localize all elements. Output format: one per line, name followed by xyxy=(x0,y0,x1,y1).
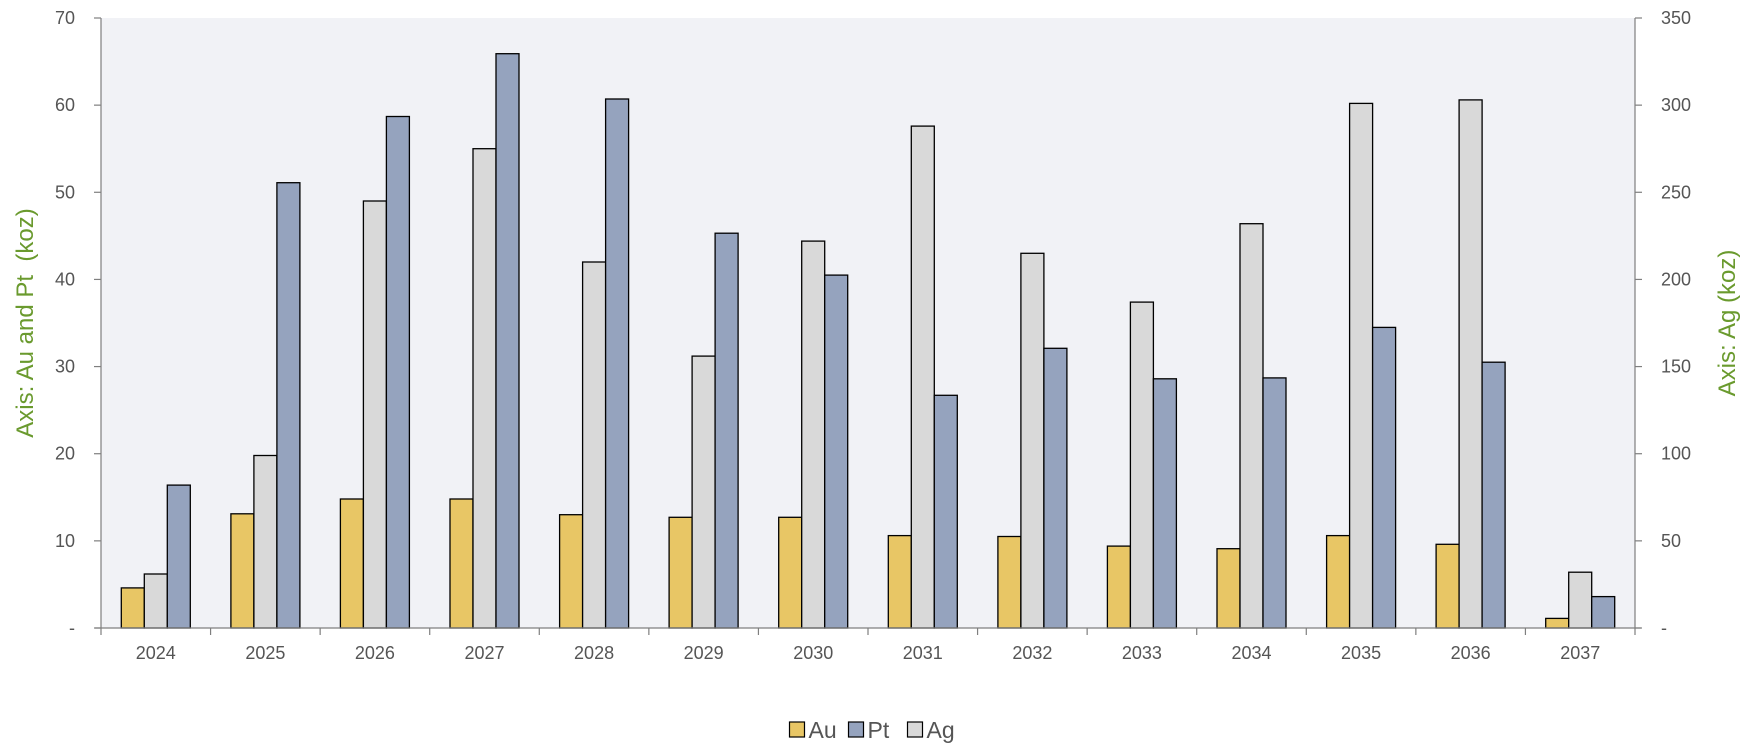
x-tick-label: 2034 xyxy=(1231,643,1271,663)
bar-au-2036 xyxy=(1435,543,1460,629)
left-tick-label: 60 xyxy=(55,95,75,115)
bar-ag-2036 xyxy=(1458,99,1483,629)
x-tick-label: 2025 xyxy=(245,643,285,663)
bar-au-2029 xyxy=(668,516,693,629)
legend-swatch-au xyxy=(788,721,806,738)
bars-layer xyxy=(120,53,1616,629)
bar-ag-2025 xyxy=(253,454,278,629)
bar-ag-2031 xyxy=(910,125,935,629)
bar-ag-2028 xyxy=(581,261,607,629)
x-tick-label: 2027 xyxy=(464,643,504,663)
x-tick-label: 2028 xyxy=(574,643,614,663)
bar-au-2028 xyxy=(558,514,584,629)
bar-pt-2028 xyxy=(604,98,630,629)
bar-pt-2036 xyxy=(1481,361,1506,629)
plot-area xyxy=(101,18,1635,628)
left-tick-label: 50 xyxy=(55,182,75,202)
bar-ag-2033 xyxy=(1129,301,1155,629)
bar-pt-2034 xyxy=(1262,377,1287,629)
x-tick-label: 2030 xyxy=(793,643,833,663)
bar-au-2034 xyxy=(1216,548,1241,629)
left-tick-label: 40 xyxy=(55,269,75,289)
x-tick-label: 2033 xyxy=(1122,643,1162,663)
bar-ag-2037 xyxy=(1568,571,1593,629)
left-tick-label: - xyxy=(69,618,75,638)
bar-au-2035 xyxy=(1325,534,1351,629)
left-axis-title: Axis: Au and Pt (koz) xyxy=(12,208,39,437)
left-tick-label: 30 xyxy=(55,357,75,377)
bar-au-2030 xyxy=(778,516,803,629)
bar-pt-2037 xyxy=(1591,595,1616,629)
bar-pt-2029 xyxy=(714,232,739,629)
bar-pt-2025 xyxy=(276,182,301,629)
legend-label-pt: Pt xyxy=(868,717,890,743)
x-tick-label: 2029 xyxy=(684,643,724,663)
right-tick-label: 100 xyxy=(1661,444,1691,464)
left-tick-label: 70 xyxy=(55,8,75,28)
bar-pt-2030 xyxy=(824,274,849,629)
legend: Au Pt Ag xyxy=(788,717,955,743)
left-tick-label: 10 xyxy=(55,531,75,551)
bar-ag-2029 xyxy=(691,355,716,629)
bar-ag-2026 xyxy=(362,200,388,629)
bar-pt-2026 xyxy=(385,115,411,629)
x-tick-label: 2026 xyxy=(355,643,395,663)
bar-au-2027 xyxy=(449,498,474,629)
x-tick-label: 2037 xyxy=(1560,643,1600,663)
bar-au-2024 xyxy=(120,587,145,629)
bar-ag-2030 xyxy=(801,240,826,629)
bar-pt-2033 xyxy=(1152,378,1178,629)
bar-ag-2034 xyxy=(1239,223,1264,629)
bar-ag-2024 xyxy=(143,573,168,629)
bar-au-2033 xyxy=(1106,545,1132,629)
bar-au-2032 xyxy=(997,535,1022,629)
bar-au-2026 xyxy=(339,498,365,629)
x-tick-label: 2035 xyxy=(1341,643,1381,663)
bar-ag-2035 xyxy=(1348,102,1374,629)
bar-au-2031 xyxy=(887,534,912,629)
right-tick-label: 300 xyxy=(1661,95,1691,115)
right-tick-label: 350 xyxy=(1661,8,1691,28)
x-tick-label: 2031 xyxy=(903,643,943,663)
right-tick-label: 200 xyxy=(1661,269,1691,289)
right-tick-label: 50 xyxy=(1661,531,1681,551)
bar-pt-2031 xyxy=(933,394,958,629)
legend-label-ag: Ag xyxy=(927,717,955,743)
right-tick-label: 150 xyxy=(1661,357,1691,377)
bar-pt-2035 xyxy=(1371,326,1397,629)
x-tick-label: 2036 xyxy=(1451,643,1491,663)
right-axis-title: Axis: Ag (koz) xyxy=(1714,250,1741,397)
legend-swatch-ag xyxy=(906,721,924,738)
bar-pt-2032 xyxy=(1043,347,1068,629)
x-tick-label: 2024 xyxy=(136,643,176,663)
legend-label-au: Au xyxy=(809,717,837,743)
right-tick-label: - xyxy=(1661,618,1667,638)
bar-pt-2027 xyxy=(495,53,520,629)
bar-ag-2032 xyxy=(1020,252,1045,629)
bar-au-2037 xyxy=(1545,617,1570,629)
axes-layer: -10203040506070-501001502002503003502024… xyxy=(55,8,1691,663)
right-tick-label: 250 xyxy=(1661,182,1691,202)
bar-ag-2027 xyxy=(472,148,497,629)
bar-au-2025 xyxy=(230,513,255,629)
legend-swatch-pt xyxy=(847,721,865,738)
left-tick-label: 20 xyxy=(55,444,75,464)
x-tick-label: 2032 xyxy=(1012,643,1052,663)
bar-pt-2024 xyxy=(166,484,191,629)
